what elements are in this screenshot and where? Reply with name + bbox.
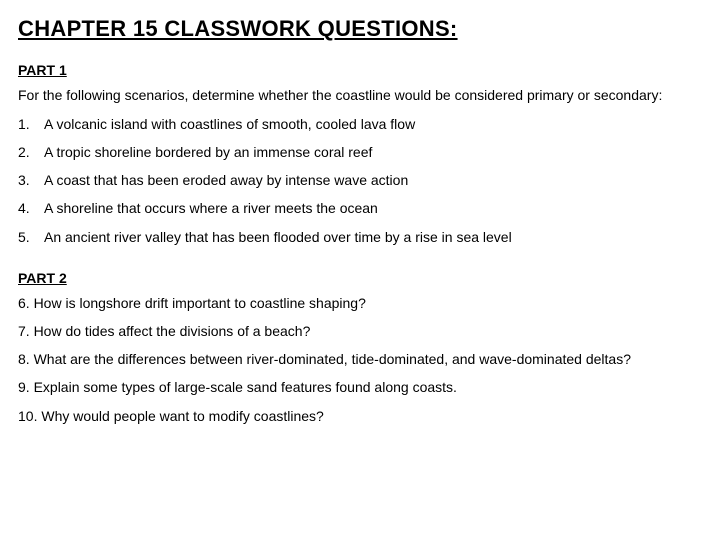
part2-section: PART 2 6. How is longshore drift importa… [18, 270, 702, 425]
item-text: A volcanic island with coastlines of smo… [40, 115, 415, 133]
list-item: 2. A tropic shoreline bordered by an imm… [18, 143, 702, 161]
item-number: 3. [18, 171, 40, 189]
item-text: A coast that has been eroded away by int… [40, 171, 408, 189]
item-number: 2. [18, 143, 40, 161]
item-number: 1. [18, 115, 40, 133]
part2-list: 6. How is longshore drift important to c… [18, 294, 702, 425]
item-text: An ancient river valley that has been fl… [40, 228, 512, 246]
list-item: 10. Why would people want to modify coas… [18, 407, 702, 425]
part1-list: 1. A volcanic island with coastlines of … [18, 115, 702, 246]
item-number: 5. [18, 228, 40, 246]
list-item: 8. What are the differences between rive… [18, 350, 702, 368]
page-title: CHAPTER 15 CLASSWORK QUESTIONS: [18, 16, 702, 42]
item-text: A tropic shoreline bordered by an immens… [40, 143, 372, 161]
item-number: 4. [18, 199, 40, 217]
part1-heading: PART 1 [18, 62, 702, 78]
list-item: 4. A shoreline that occurs where a river… [18, 199, 702, 217]
list-item: 1. A volcanic island with coastlines of … [18, 115, 702, 133]
part1-section: PART 1 For the following scenarios, dete… [18, 62, 702, 246]
list-item: 9. Explain some types of large-scale san… [18, 378, 702, 396]
list-item: 3. A coast that has been eroded away by … [18, 171, 702, 189]
list-item: 6. How is longshore drift important to c… [18, 294, 702, 312]
item-text: A shoreline that occurs where a river me… [40, 199, 378, 217]
list-item: 5. An ancient river valley that has been… [18, 228, 702, 246]
list-item: 7. How do tides affect the divisions of … [18, 322, 702, 340]
part2-heading: PART 2 [18, 270, 702, 286]
part1-instructions: For the following scenarios, determine w… [18, 86, 702, 105]
